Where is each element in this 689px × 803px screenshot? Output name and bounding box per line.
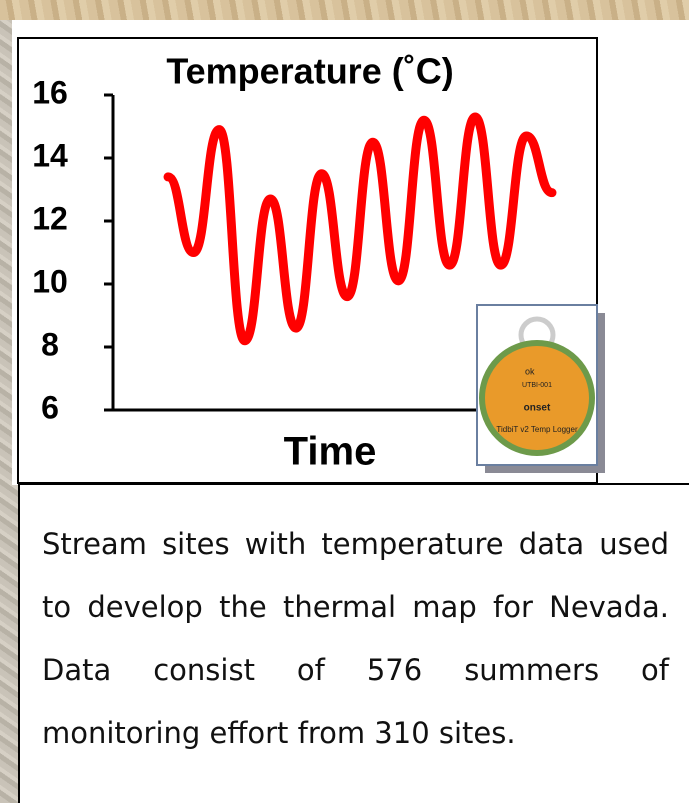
y-tick-label: 6 (41, 389, 59, 425)
y-tick-label: 16 (32, 74, 68, 110)
logger-photo: ok UTBI-001 onset TidbiT v2 Temp Logger (477, 305, 605, 473)
inset-label: ok (525, 366, 535, 376)
chart: Temperature (˚C) Time 6 8 10 12 14 16 ok UTBI… (0, 0, 689, 490)
inset-label: TidbiT v2 Temp Logger (496, 425, 578, 434)
caption-box: Stream sites with temperature data used … (18, 483, 689, 803)
y-tick-label: 8 (41, 326, 59, 362)
y-tick-label: 12 (32, 200, 68, 236)
page: {"chart_data": {"type": "line", "title":… (0, 0, 689, 803)
y-tick-label: 14 (32, 137, 68, 173)
inset-label: UTBI-001 (522, 382, 552, 389)
logger-body (482, 343, 592, 453)
chart-title: Temperature (˚C) (166, 51, 453, 92)
x-axis-label: Time (284, 430, 377, 474)
inset-label: onset (524, 403, 551, 414)
caption: Stream sites with temperature data used … (42, 513, 669, 765)
y-tick-label: 10 (32, 263, 68, 299)
